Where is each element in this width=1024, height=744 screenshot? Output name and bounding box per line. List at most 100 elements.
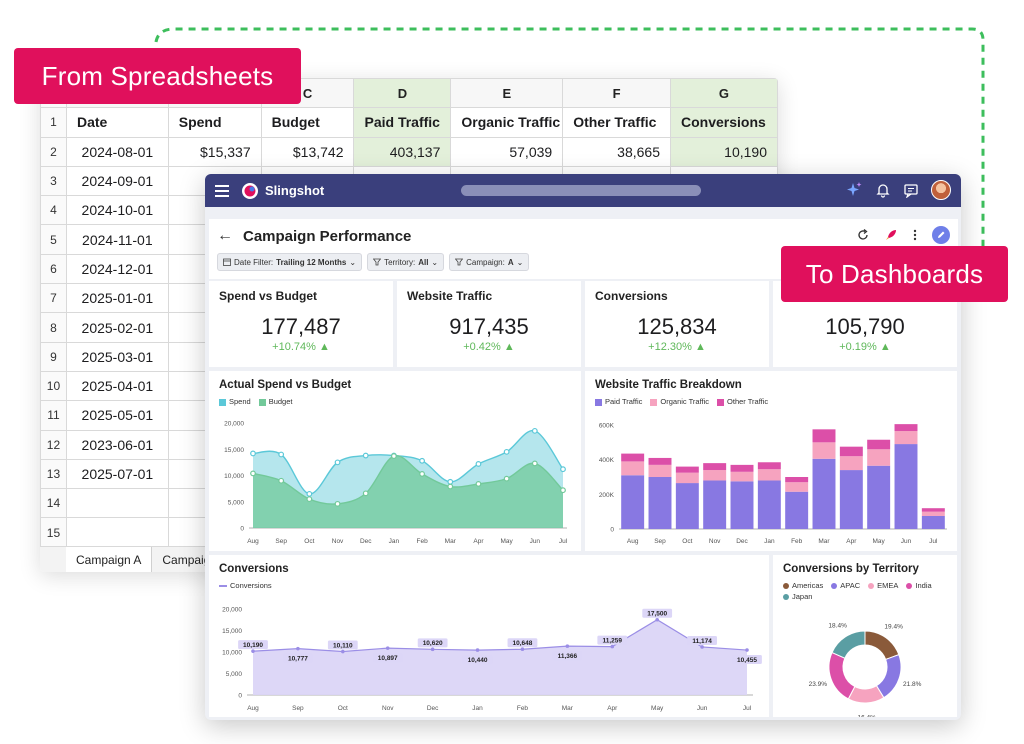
edit-button[interactable] bbox=[932, 226, 950, 244]
row-number[interactable]: 5 bbox=[40, 224, 67, 255]
sheet-cell[interactable] bbox=[65, 517, 169, 548]
col-letter-d[interactable]: D bbox=[353, 78, 452, 109]
sheet-cell[interactable]: 403,137 bbox=[353, 136, 452, 167]
x-tick-label: Feb bbox=[416, 538, 428, 545]
sheet-cell[interactable]: 2025-07-01 bbox=[65, 458, 169, 490]
sheet-cell[interactable]: 2024-11-01 bbox=[65, 224, 169, 255]
row-number[interactable]: 6 bbox=[40, 253, 67, 285]
x-tick-label: Jul bbox=[743, 705, 752, 712]
bar-segment-organic-traffic bbox=[675, 472, 699, 484]
more-options-icon[interactable] bbox=[912, 228, 918, 242]
data-point bbox=[565, 644, 570, 648]
sheet-cell[interactable]: 2025-02-01 bbox=[65, 312, 169, 343]
row-number[interactable]: 1 bbox=[40, 107, 67, 138]
sheet-cell[interactable] bbox=[65, 488, 169, 519]
row-number[interactable]: 15 bbox=[40, 517, 67, 548]
data-point bbox=[700, 645, 704, 649]
x-tick-label: Mar bbox=[818, 538, 830, 545]
legend-item-emea: EMEA bbox=[868, 581, 898, 590]
bell-icon[interactable] bbox=[875, 182, 891, 198]
trend-up-icon: ▲ bbox=[879, 341, 891, 353]
column-header[interactable]: Organic Traffic bbox=[450, 107, 564, 138]
column-header[interactable]: Other Traffic bbox=[562, 107, 671, 138]
row-number[interactable]: 2 bbox=[40, 136, 67, 167]
rocket-icon[interactable] bbox=[884, 228, 898, 242]
sheet-cell[interactable]: 2025-01-01 bbox=[65, 283, 169, 314]
sheet-cell[interactable]: 2024-12-01 bbox=[65, 253, 169, 285]
date-filter-value: Trailing 12 Months bbox=[276, 257, 347, 267]
back-arrow-icon[interactable]: ← bbox=[217, 227, 233, 244]
filter-icon bbox=[373, 258, 382, 266]
bar-segment-paid-traffic bbox=[812, 458, 836, 529]
campaign-filter[interactable]: Campaign: A ⌄ bbox=[449, 253, 530, 271]
col-letter-e[interactable]: E bbox=[450, 78, 564, 109]
row-number[interactable]: 9 bbox=[40, 341, 67, 372]
chart-card-conversions[interactable]: Conversions Conversions 0 5,000 10,000 15,0… bbox=[209, 555, 769, 717]
sheet-cell[interactable]: 57,039 bbox=[450, 136, 564, 167]
legend-label: India bbox=[915, 581, 932, 590]
data-point bbox=[362, 452, 369, 459]
x-tick-label: Apr bbox=[846, 538, 857, 545]
sheet-cell[interactable]: 2025-03-01 bbox=[65, 341, 169, 372]
legend-item-organic: Organic Traffic bbox=[650, 397, 709, 406]
bar-segment-other-traffic bbox=[675, 466, 699, 473]
sheet-tab-campaign-a[interactable]: Campaign A bbox=[66, 547, 153, 572]
refresh-icon[interactable] bbox=[856, 228, 870, 242]
territory-filter[interactable]: Territory: All ⌄ bbox=[367, 253, 445, 271]
x-tick-label: Dec bbox=[736, 538, 748, 545]
chart-legend: Spend Budget bbox=[219, 397, 292, 406]
data-point bbox=[503, 475, 510, 482]
ai-sparkle-icon[interactable] bbox=[845, 181, 863, 199]
x-tick-label: Sep bbox=[292, 705, 304, 712]
sheet-cell[interactable]: 2025-05-01 bbox=[65, 400, 169, 431]
sheet-cell[interactable]: 38,665 bbox=[562, 136, 671, 167]
kpi-card-conversions[interactable]: Conversions 125,834 +12.30% ▲ bbox=[585, 281, 769, 367]
column-header[interactable]: Paid Traffic bbox=[353, 107, 452, 138]
kpi-card-traffic[interactable]: Website Traffic 917,435 +0.42% ▲ bbox=[397, 281, 581, 367]
sheet-cell[interactable]: 2024-09-01 bbox=[65, 165, 169, 197]
bar-segment-other-traffic bbox=[894, 424, 918, 432]
column-header[interactable]: Spend bbox=[167, 107, 262, 138]
sheet-cell[interactable]: $13,742 bbox=[260, 136, 355, 167]
data-label-bg bbox=[507, 638, 538, 648]
column-header[interactable]: Date bbox=[65, 107, 169, 138]
row-number[interactable]: 3 bbox=[40, 165, 67, 197]
data-label-bg bbox=[732, 655, 762, 665]
kpi-card-spend[interactable]: Spend vs Budget 177,487 +10.74% ▲ bbox=[209, 281, 393, 367]
row-number[interactable]: 10 bbox=[40, 370, 67, 402]
row-number[interactable]: 8 bbox=[40, 312, 67, 343]
column-header[interactable]: Conversions bbox=[669, 107, 778, 138]
sheet-cell[interactable]: 2025-04-01 bbox=[65, 370, 169, 402]
bar-segment-other-traffic bbox=[785, 477, 809, 483]
user-avatar[interactable] bbox=[931, 180, 951, 200]
row-number[interactable]: 11 bbox=[40, 400, 67, 431]
sheet-cell[interactable]: $15,337 bbox=[167, 136, 262, 167]
date-filter[interactable]: Date Filter: Trailing 12 Months ⌄ bbox=[217, 253, 363, 271]
column-header[interactable]: Budget bbox=[260, 107, 355, 138]
bar-segment-other-traffic bbox=[648, 457, 672, 465]
row-number[interactable]: 13 bbox=[40, 458, 67, 490]
row-number[interactable]: 7 bbox=[40, 283, 67, 314]
sheet-cell[interactable]: 2024-08-01 bbox=[65, 136, 169, 167]
col-letter-f[interactable]: F bbox=[562, 78, 671, 109]
row-number[interactable]: 4 bbox=[40, 195, 67, 226]
sheet-cell[interactable]: 2024-10-01 bbox=[65, 195, 169, 226]
data-label: 10,110 bbox=[333, 642, 353, 649]
data-point bbox=[475, 648, 480, 652]
kpi-value: 917,435 bbox=[449, 314, 529, 339]
col-letter-g[interactable]: G bbox=[669, 78, 778, 109]
chat-icon[interactable] bbox=[903, 182, 919, 198]
sheet-cell[interactable]: 2023-06-01 bbox=[65, 429, 169, 460]
data-point bbox=[278, 451, 285, 458]
chart-card-territory[interactable]: Conversions by Territory Americas APAC E… bbox=[773, 555, 957, 717]
row-number[interactable]: 12 bbox=[40, 429, 67, 460]
data-point bbox=[306, 490, 313, 497]
menu-icon[interactable] bbox=[215, 184, 229, 197]
search-bar[interactable] bbox=[461, 185, 701, 196]
chart-card-spend-vs-budget[interactable]: Actual Spend vs Budget Spend Budget 0 5,0… bbox=[209, 371, 581, 551]
bar-segment-organic-traffic bbox=[703, 470, 727, 481]
y-tick-label: 600K bbox=[599, 423, 615, 430]
chart-card-traffic-breakdown[interactable]: Website Traffic Breakdown Paid Traffic O… bbox=[585, 371, 957, 551]
row-number[interactable]: 14 bbox=[40, 488, 67, 519]
sheet-cell[interactable]: 10,190 bbox=[669, 136, 778, 167]
